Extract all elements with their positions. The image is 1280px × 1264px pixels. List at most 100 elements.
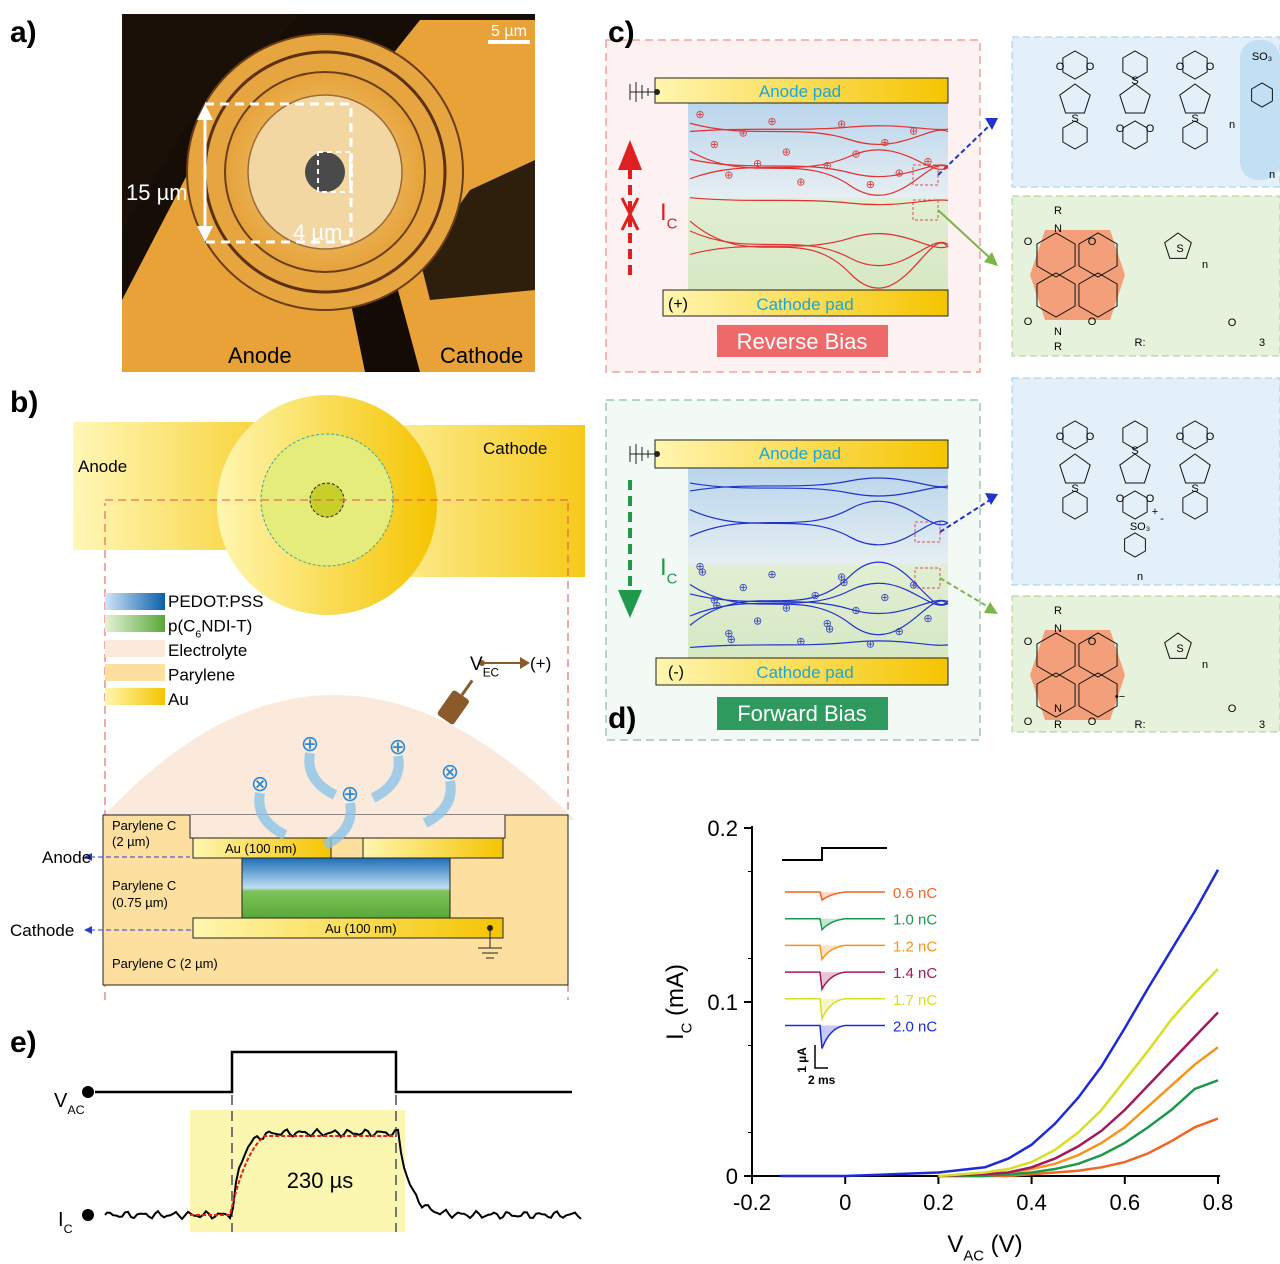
atom-label: n — [1202, 259, 1208, 271]
inset-trace — [785, 999, 885, 1019]
text-part: C — [64, 1222, 73, 1236]
ion: ⊕ — [710, 139, 719, 151]
layer-label: Parylene C — [112, 818, 176, 833]
ion: ⊕ — [782, 146, 791, 158]
atom-label: O — [1086, 431, 1095, 443]
x-tick-label: 0.8 — [1203, 1190, 1234, 1215]
ion: ⊕ — [301, 731, 319, 756]
atom-label: O — [1056, 61, 1065, 73]
atom-label: O — [1024, 636, 1033, 648]
ion: ⊕ — [909, 579, 918, 591]
ion: ⊗ — [251, 771, 269, 796]
ion: ⊕ — [739, 128, 748, 140]
atom-label: O — [1228, 317, 1237, 329]
atom-label: S — [1131, 445, 1138, 457]
ion: ⊕ — [698, 567, 707, 579]
text-part: AC — [963, 1248, 984, 1264]
inset-scale: 2 ms — [808, 1073, 836, 1087]
atom-label: O — [1056, 431, 1065, 443]
bias-schematics — [606, 37, 1280, 740]
pad-sign: (-) — [668, 664, 684, 681]
y-axis-label: IC (mA) — [662, 964, 695, 1040]
atom-label: N — [1054, 703, 1062, 715]
ion: ⊕ — [753, 158, 762, 170]
atom-label: + — [1152, 506, 1158, 518]
layer-label: Au (100 nm) — [225, 841, 297, 856]
text-part: p(C — [168, 617, 195, 636]
ion: ⊕ — [880, 137, 889, 149]
series-line — [938, 1080, 1218, 1176]
atom-label: O — [1088, 636, 1097, 648]
text-part: Au — [168, 690, 189, 709]
ion: ⊕ — [695, 109, 704, 121]
ion: ⊕ — [825, 623, 834, 635]
y-tick-label: 0.1 — [707, 990, 738, 1015]
text-part: NDI-T) — [201, 617, 252, 636]
voltage-label: VEC — [470, 654, 500, 680]
pad-label: Cathode pad — [756, 663, 853, 682]
pad-sign: (+) — [668, 296, 688, 313]
atom-label: O — [1176, 431, 1185, 443]
atom-label: R: — [1135, 719, 1146, 731]
atom-label: O — [1086, 61, 1095, 73]
atom-label: N — [1054, 326, 1062, 338]
inset-trace — [785, 1026, 885, 1049]
text-part: V — [54, 1090, 68, 1112]
atom-label: n — [1137, 571, 1143, 583]
atom-label: O — [1088, 236, 1097, 248]
ion: ⊕ — [796, 636, 805, 648]
atom-label: O — [1088, 316, 1097, 328]
text-part: I — [660, 554, 667, 581]
atom-label: S — [1191, 483, 1198, 495]
ion: ⊕ — [389, 734, 407, 759]
inset-scale: 1 µA — [795, 1047, 809, 1073]
atom-label: R — [1054, 719, 1062, 731]
atom-label: S — [1071, 113, 1078, 125]
ion: ⊕ — [839, 577, 848, 589]
electrode-label: Anode — [228, 343, 292, 368]
ion: ⊕ — [880, 592, 889, 604]
text-part: PEDOT:PSS — [168, 592, 263, 611]
inset-trace — [785, 945, 885, 959]
legend-label: 1.4 nC — [893, 965, 937, 982]
layer-label: Parylene C — [112, 878, 176, 893]
atom-label: O — [1228, 703, 1237, 715]
ion: ⊕ — [837, 118, 846, 130]
ion: ⊕ — [923, 156, 932, 168]
x-axis-label: VAC (V) — [947, 1231, 1022, 1264]
ion: ⊕ — [866, 179, 875, 191]
series-line — [938, 1012, 1218, 1176]
atom-label: O — [1024, 716, 1033, 728]
layer-label: (2 µm) — [112, 834, 150, 849]
text-part: V — [470, 654, 483, 675]
ion: ⊕ — [724, 169, 733, 181]
text-part: V — [947, 1231, 963, 1258]
ion: ⊕ — [909, 126, 918, 138]
ion: ⊕ — [811, 590, 820, 602]
ion: ⊕ — [767, 116, 776, 128]
atom-label: S — [1191, 113, 1198, 125]
legend-label: 1.0 nC — [893, 912, 937, 929]
atom-label: - — [1160, 513, 1164, 525]
pad-label: Anode pad — [759, 82, 841, 101]
layer-label: Au (100 nm) — [325, 921, 397, 936]
legend-label: PEDOT:PSS — [168, 592, 263, 611]
atom-label: N — [1054, 223, 1062, 235]
electrode-label: Anode — [78, 457, 127, 476]
text-part: I — [662, 1033, 689, 1040]
atom-label: O — [1088, 716, 1097, 728]
atom-label: SO₃ — [1130, 521, 1150, 533]
terminal-label: Anode — [42, 848, 91, 867]
electrode-label: Cathode — [440, 343, 523, 368]
legend-label: Au — [168, 690, 189, 709]
ion: ⊕ — [739, 582, 748, 594]
ion: ⊗ — [441, 759, 459, 784]
panel-label: b) — [10, 386, 38, 419]
atom-label: O — [1116, 493, 1125, 505]
legend-label: Electrolyte — [168, 641, 247, 660]
pad-label: Cathode pad — [756, 295, 853, 314]
legend-label: 0.6 nC — [893, 885, 937, 902]
layer-label: Parylene C (2 µm) — [112, 956, 218, 971]
ion: ⊕ — [895, 167, 904, 179]
atom-label: S — [1176, 243, 1183, 255]
